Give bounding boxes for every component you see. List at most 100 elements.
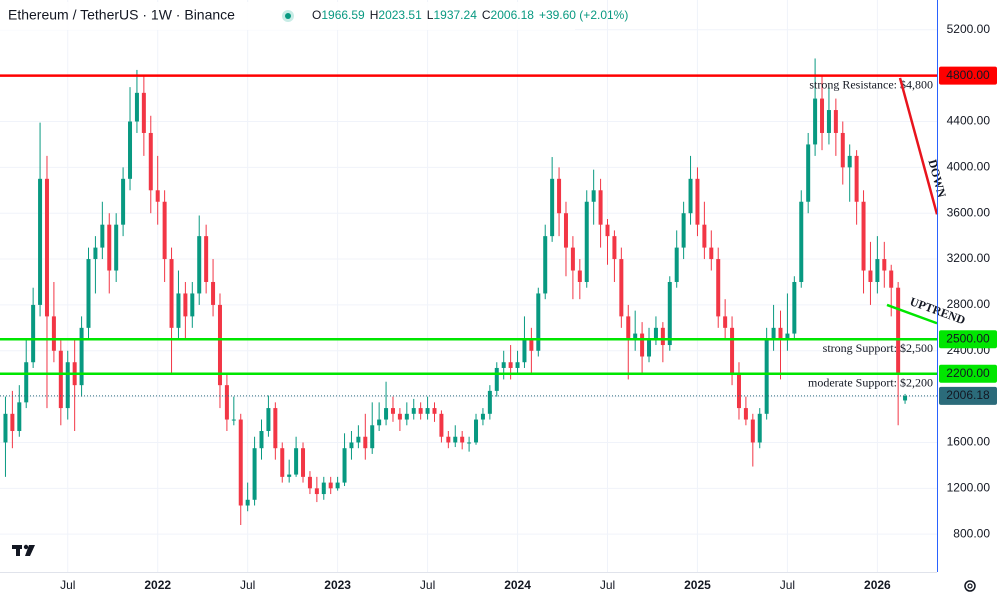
- y-tick-label: 4000.00: [947, 160, 991, 174]
- candle-body: [335, 482, 340, 489]
- y-tick-label: 2800.00: [947, 297, 991, 311]
- level-label: moderate Support: $2,200: [808, 375, 933, 389]
- candle-body: [38, 178, 43, 305]
- trend-line: [886, 303, 938, 325]
- candle-body: [314, 488, 319, 495]
- level-badge-label: 2500.00: [946, 331, 990, 345]
- ohlc-value: 1966.59: [321, 8, 365, 22]
- candle-body: [377, 419, 382, 426]
- level-badge: [939, 364, 997, 383]
- candle-body: [598, 190, 603, 225]
- candle-body: [328, 482, 333, 489]
- candle-body: [764, 339, 769, 414]
- candle-body: [702, 224, 707, 248]
- candle-body: [155, 190, 160, 202]
- candle-body: [833, 110, 838, 133]
- x-tick-label: 2022: [144, 578, 171, 592]
- gear[interactable]: [964, 580, 976, 592]
- candle-body: [736, 373, 741, 409]
- candle-body: [148, 132, 153, 191]
- candle-body: [10, 413, 15, 432]
- x-tick-label: 2023: [324, 578, 351, 592]
- candle-body: [217, 304, 222, 386]
- candle-body: [211, 281, 216, 305]
- candle-body: [411, 408, 416, 414]
- ohlc-key: H: [370, 8, 379, 22]
- ohlc-value: 1937.24: [433, 8, 477, 22]
- candle-body: [397, 413, 402, 420]
- candle-body: [134, 92, 139, 122]
- candle-body: [141, 92, 146, 133]
- candle-body: [363, 436, 368, 449]
- candle-body: [543, 236, 548, 294]
- candle-body: [889, 270, 894, 288]
- level-label: strong Support: $2,500: [823, 341, 933, 355]
- candle-body: [667, 281, 672, 346]
- candle-body: [792, 281, 797, 334]
- candle-body: [716, 259, 721, 317]
- candle-body: [847, 155, 852, 168]
- candle-body: [224, 385, 229, 420]
- candle-body: [820, 98, 825, 133]
- y-tick-label: 1600.00: [947, 435, 991, 449]
- candle-body: [709, 247, 714, 260]
- candle-body: [785, 333, 790, 340]
- candle-body: [577, 270, 582, 282]
- ohlc-value: 2006.18: [491, 8, 535, 22]
- last-price-badge: [939, 386, 997, 405]
- candle-body: [660, 327, 665, 346]
- candle-body: [695, 178, 700, 225]
- candle-body: [273, 408, 278, 449]
- candle-body: [190, 293, 195, 317]
- candle-body: [750, 419, 755, 443]
- candle-body: [557, 178, 562, 214]
- settings-button[interactable]: [964, 580, 976, 592]
- candle-body: [238, 419, 243, 506]
- candle-body: [584, 201, 589, 282]
- candle-body: [536, 293, 541, 351]
- candle-body: [384, 408, 389, 420]
- x-tick-label: Jul: [780, 578, 795, 592]
- candle-body: [875, 259, 880, 282]
- candle-body: [840, 132, 845, 168]
- candle-body: [826, 110, 831, 133]
- candle-body: [17, 402, 22, 432]
- candle-body: [446, 436, 451, 443]
- candle-body: [550, 178, 555, 237]
- candle-body: [349, 442, 354, 449]
- candle-body: [605, 224, 610, 237]
- level-badge-label: 2200.00: [946, 366, 990, 380]
- candle-body: [501, 362, 506, 368]
- candle-body: [3, 413, 8, 443]
- candle-body: [114, 224, 119, 271]
- tv-logo: [12, 544, 35, 556]
- level-badge: [939, 330, 997, 349]
- candle-body: [813, 98, 818, 145]
- level-badge-label: 4800.00: [946, 68, 990, 82]
- candle-body: [425, 408, 430, 414]
- candle-body: [266, 408, 271, 432]
- candle-body: [231, 419, 236, 421]
- candle-body: [896, 287, 901, 374]
- candle-body: [474, 419, 479, 443]
- candle-body: [515, 362, 520, 368]
- candle-body: [480, 413, 485, 420]
- candle-body: [294, 448, 299, 475]
- candle-body: [252, 448, 257, 500]
- candle-body: [418, 408, 423, 414]
- candle-body: [404, 413, 409, 420]
- y-tick-label: 3600.00: [947, 205, 991, 219]
- candle-body: [757, 413, 762, 443]
- candle-body: [197, 236, 202, 294]
- logo-part: [23, 544, 29, 550]
- y-tick-label: 800.00: [953, 526, 990, 540]
- ohlc-key: C: [482, 8, 491, 22]
- status-dot: [285, 13, 291, 19]
- candle-body: [619, 259, 624, 317]
- candle-body: [854, 155, 859, 202]
- candle-body: [439, 413, 444, 437]
- candle-body: [868, 270, 873, 282]
- logo-part: [25, 545, 35, 556]
- candle-body: [743, 408, 748, 420]
